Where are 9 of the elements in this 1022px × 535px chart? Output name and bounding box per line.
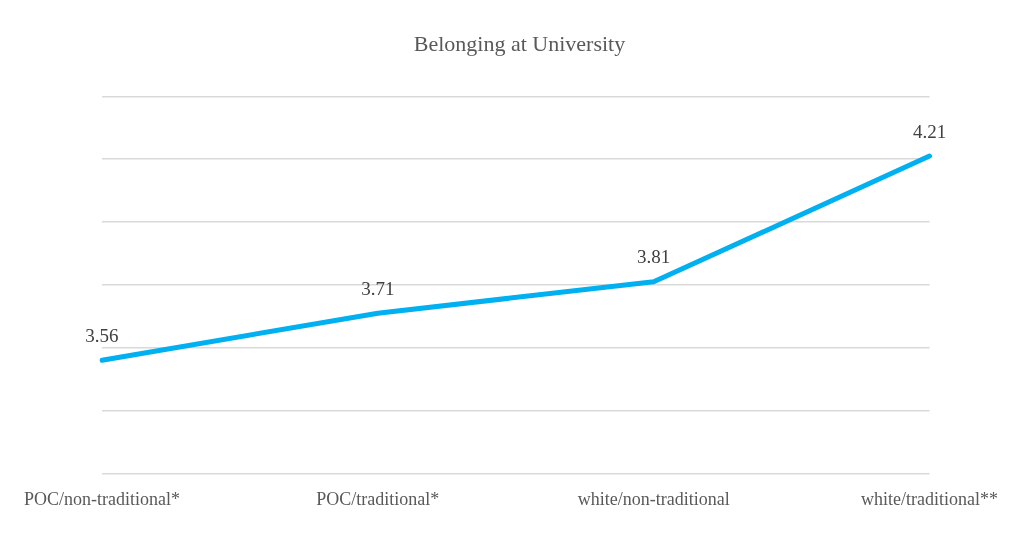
data-label: 4.21: [912, 120, 947, 142]
x-tick-label: POC/non-traditional*: [23, 488, 180, 509]
x-tick-label: white/traditional**: [861, 488, 998, 509]
data-label: 3.71: [361, 277, 395, 299]
x-tick-label: POC/traditional*: [316, 488, 440, 509]
chart-title: Belonging at University: [413, 30, 626, 56]
x-tick-label: white/non-traditional: [577, 488, 730, 509]
data-label: 3.81: [637, 246, 671, 268]
data-label: 3.56: [85, 324, 119, 346]
